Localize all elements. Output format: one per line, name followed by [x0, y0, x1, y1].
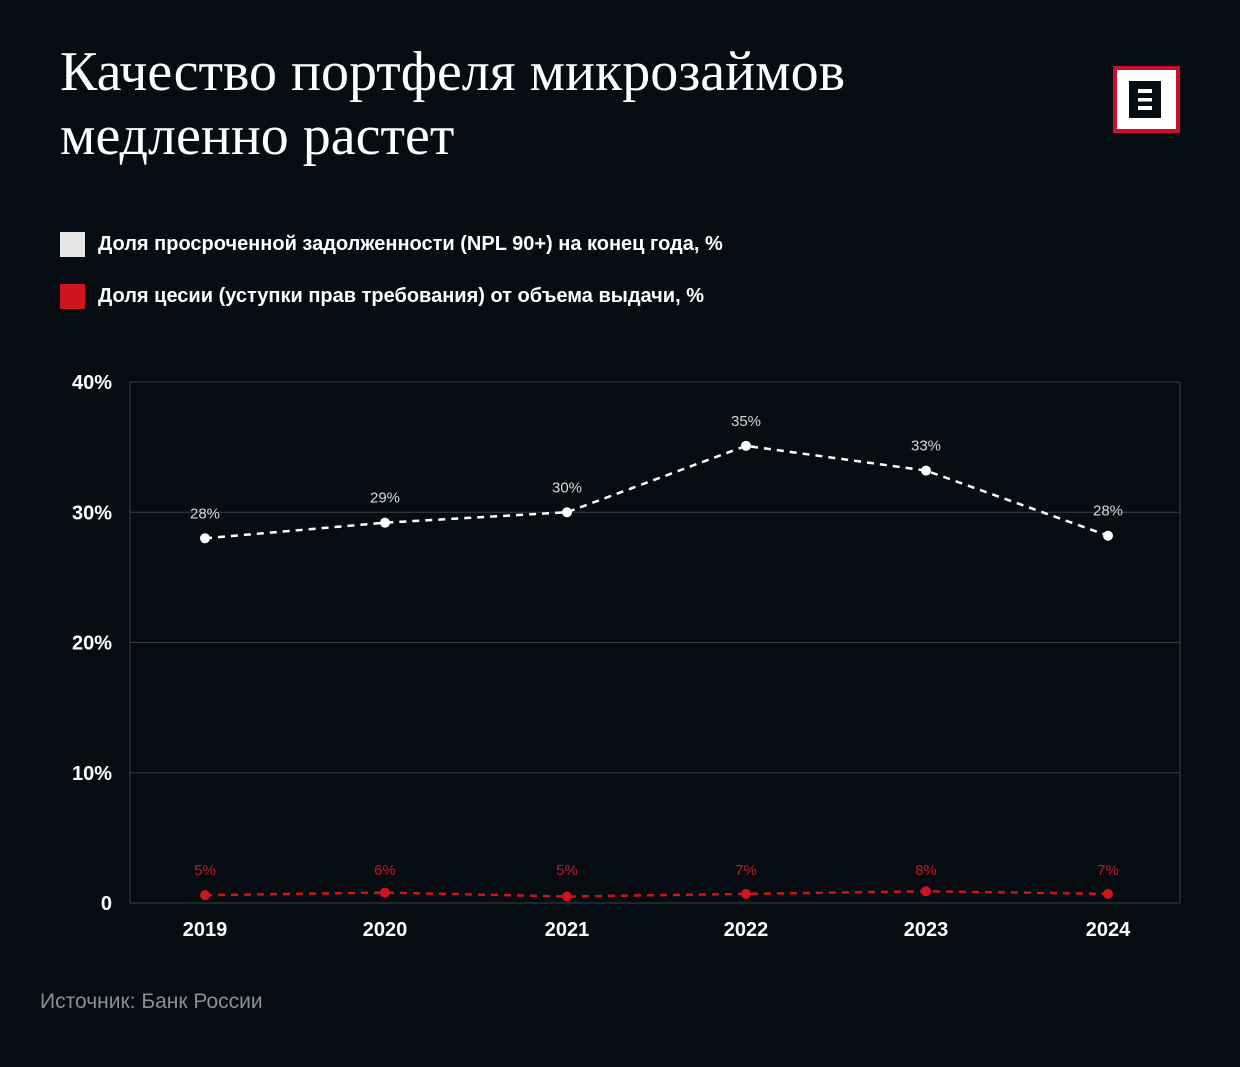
y-tick-label: 20%: [72, 633, 112, 655]
data-point: [380, 887, 390, 898]
y-tick-label: 10%: [72, 763, 112, 785]
data-label: 33%: [911, 438, 941, 455]
data-point: [200, 533, 210, 544]
data-point: [1103, 888, 1113, 899]
e-logo-icon: [1113, 66, 1180, 133]
series-line-1: [204, 444, 1109, 540]
x-tick-label: 2022: [724, 919, 769, 941]
data-label: 7%: [1097, 862, 1119, 879]
data-point: [921, 465, 931, 476]
source-note: Источник: Банк России: [40, 990, 263, 1013]
y-tick-label: 30%: [72, 502, 112, 524]
data-label: 28%: [190, 505, 220, 522]
data-point: [562, 507, 572, 518]
data-point: [1103, 530, 1113, 541]
title-line-2: медленно растет: [60, 105, 455, 167]
x-tick-label: 2020: [363, 919, 408, 941]
data-point: [200, 890, 210, 901]
y-tick-label: 0: [101, 893, 112, 915]
legend-label-cession: Доля цесии (уступки прав требования) от …: [98, 284, 704, 307]
x-tick-label: 2021: [545, 919, 590, 941]
data-point: [562, 891, 572, 902]
data-label: 6%: [374, 862, 396, 879]
x-tick-label: 2019: [183, 919, 228, 941]
data-label: 35%: [731, 413, 761, 430]
legend-swatch-npl: [60, 231, 85, 257]
data-point: [741, 888, 751, 899]
x-tick-label: 2024: [1086, 919, 1131, 941]
legend-item-cession: Доля цесии (уступки прав требования) от …: [60, 283, 704, 309]
data-label: 8%: [915, 862, 937, 879]
data-label: 29%: [370, 490, 400, 507]
y-tick-label: 40%: [72, 372, 112, 394]
data-label: 5%: [556, 862, 578, 879]
data-point: [741, 440, 751, 451]
data-point: [921, 886, 931, 897]
data-label: 5%: [194, 862, 216, 879]
series-line-2: [204, 890, 1109, 898]
data-label: 7%: [735, 862, 757, 879]
x-tick-label: 2023: [904, 919, 949, 941]
data-point: [380, 517, 390, 528]
legend-swatch-cession: [60, 283, 85, 309]
data-label: 30%: [552, 479, 582, 496]
legend-label-npl: Доля просроченной задолженности (NPL 90+…: [98, 232, 723, 255]
legend-item-npl: Доля просроченной задолженности (NPL 90+…: [60, 231, 723, 257]
page-title: Качество портфеля микрозаймов медленно р…: [60, 40, 845, 168]
title-line-1: Качество портфеля микрозаймов: [60, 41, 846, 103]
data-label: 28%: [1093, 503, 1123, 520]
